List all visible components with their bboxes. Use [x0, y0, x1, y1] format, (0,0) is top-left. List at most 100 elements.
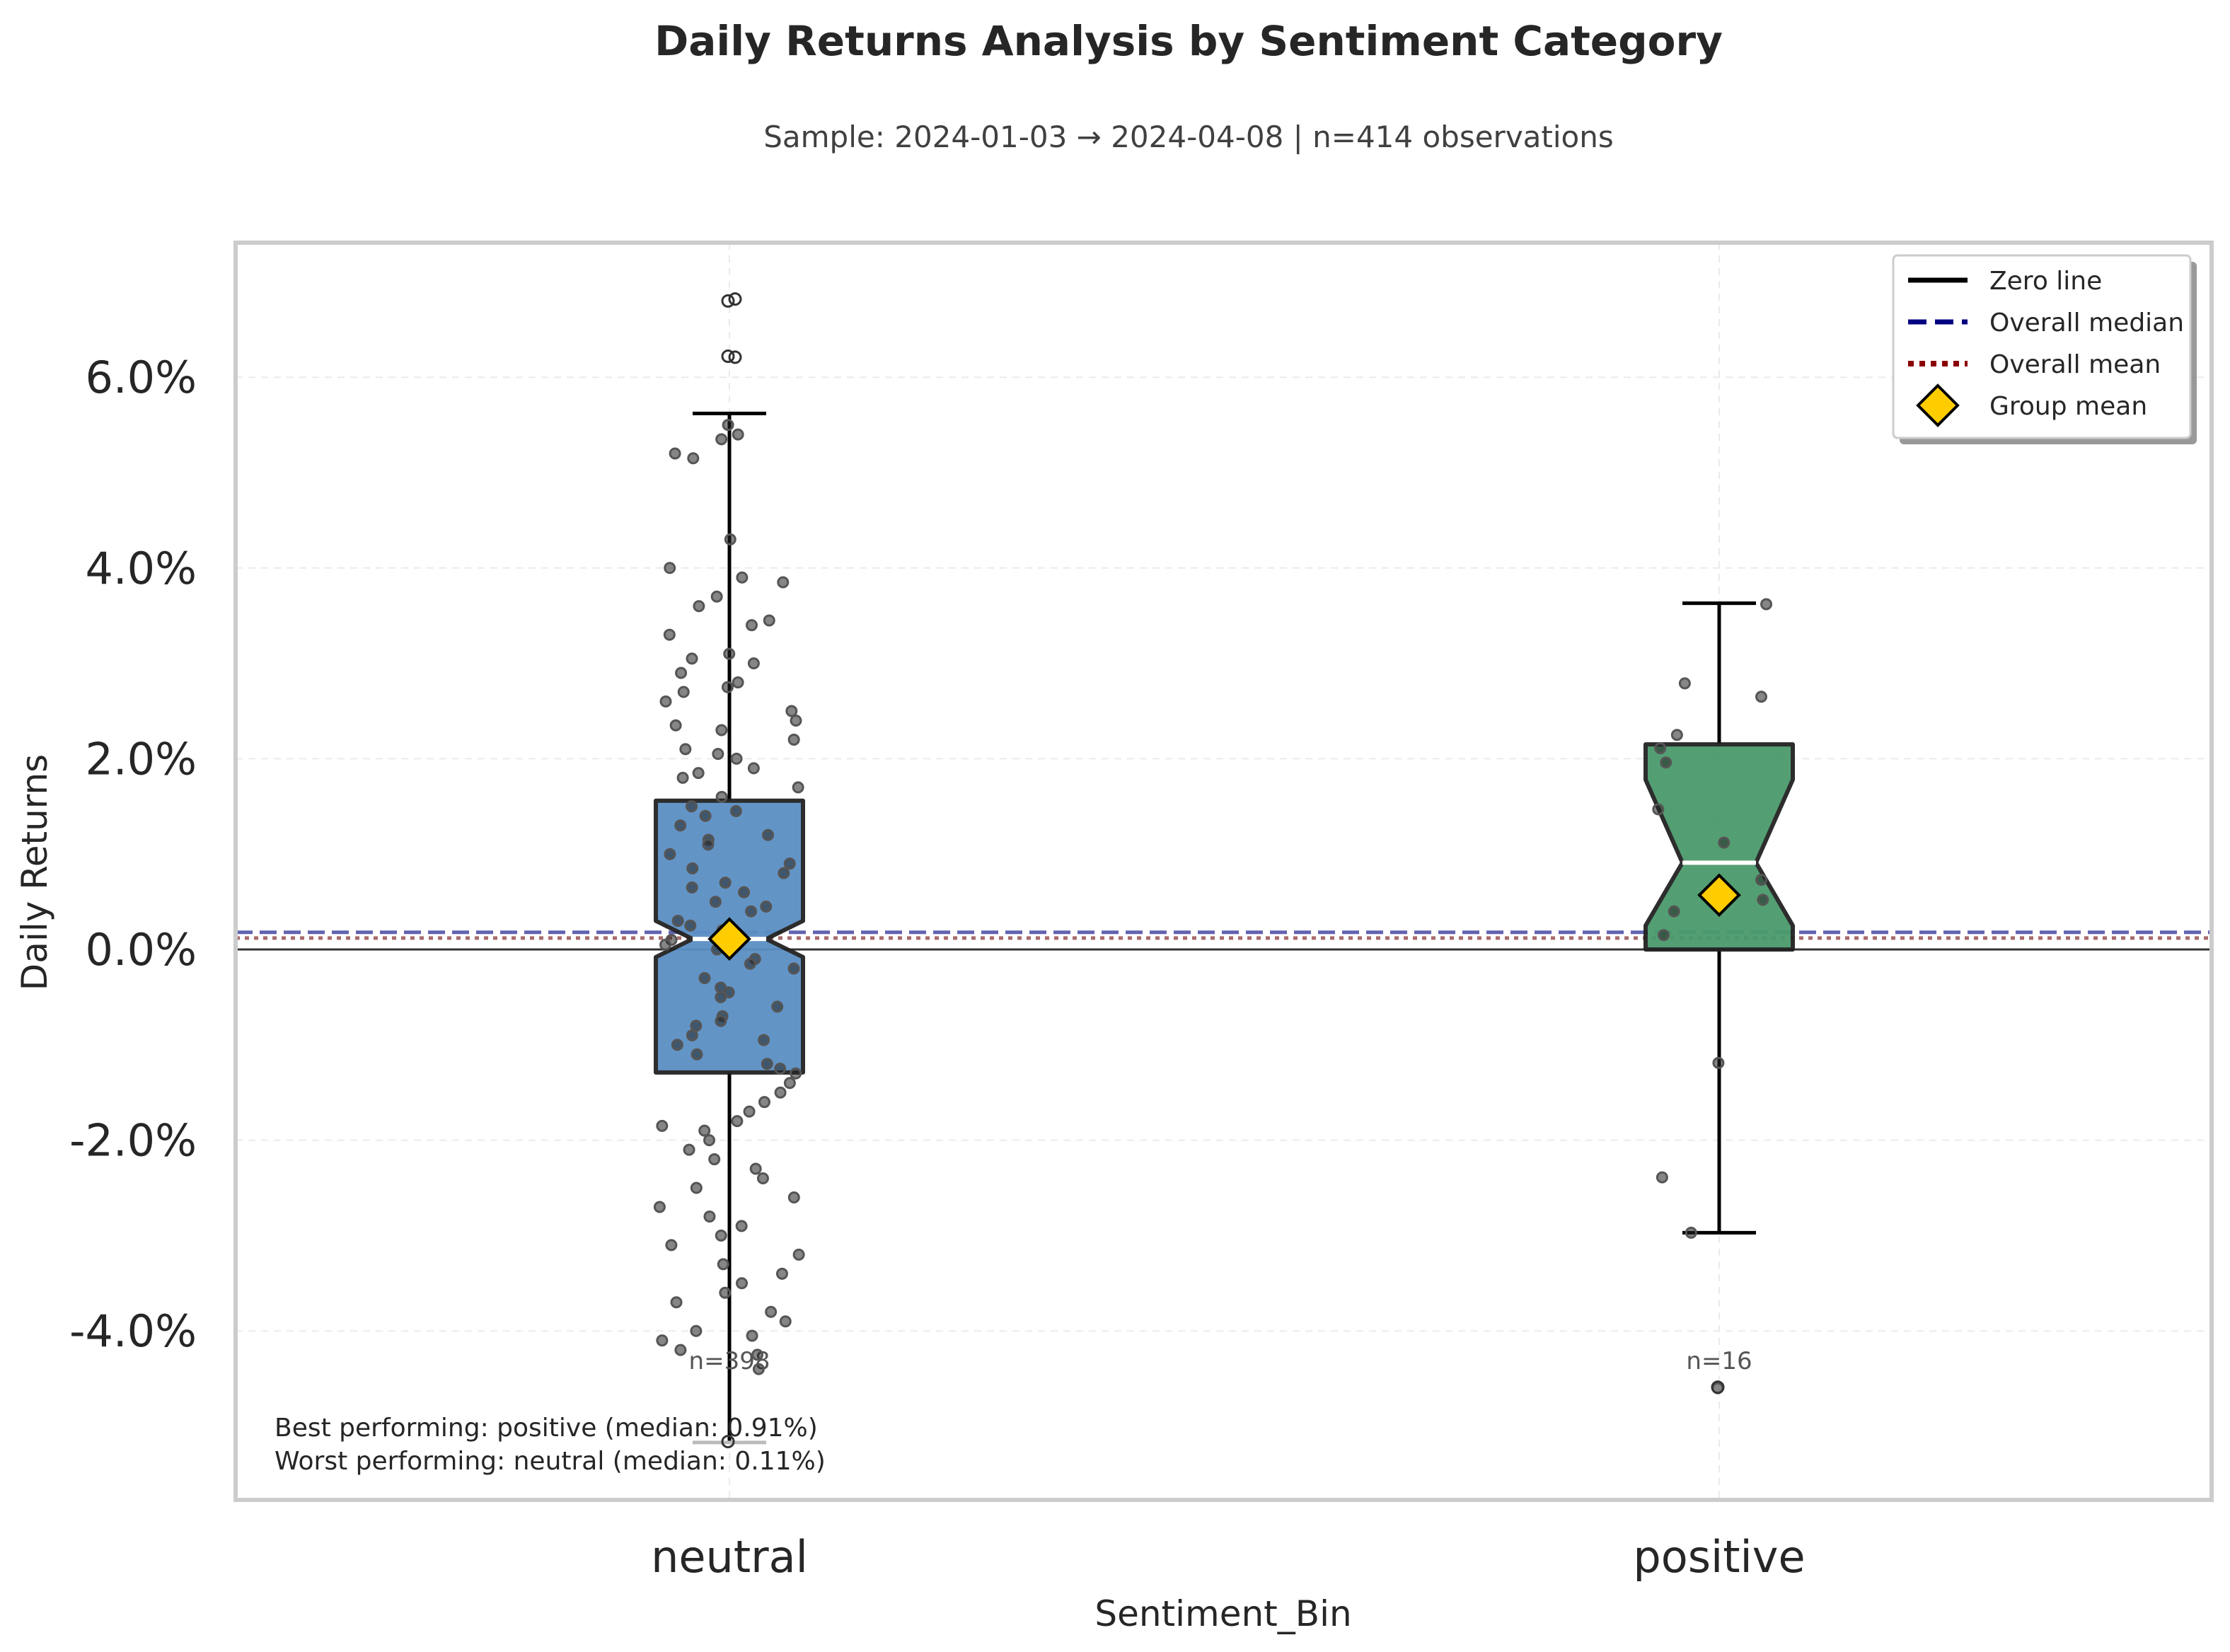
data-point: [690, 1019, 703, 1032]
data-point: [792, 1248, 805, 1261]
data-point: [1678, 677, 1691, 690]
data-point: [736, 571, 749, 584]
data-point: [715, 1015, 727, 1027]
data-point: [775, 1267, 788, 1280]
data-point: [738, 886, 751, 899]
chart-subtitle: Sample: 2024-01-03 → 2024-04-08 | n=414 …: [763, 120, 1614, 154]
data-point: [749, 1162, 762, 1175]
n-label-positive: n=16: [1686, 1347, 1752, 1375]
annotation-box: Best performing: positive (median: 0.91%…: [275, 1414, 826, 1476]
data-point: [731, 1115, 744, 1128]
data-point: [790, 714, 802, 727]
data-point: [760, 900, 773, 913]
data-point: [792, 781, 804, 794]
data-point: [1652, 803, 1665, 816]
annotation-best: Best performing: positive (median: 0.91%…: [275, 1414, 818, 1443]
data-point: [715, 433, 728, 446]
data-point: [677, 686, 690, 698]
data-point: [1685, 1226, 1697, 1239]
data-point: [674, 1344, 687, 1356]
y-tick-label: 6.0%: [85, 352, 197, 403]
outlier-point: [728, 292, 742, 306]
y-tick-label: -2.0%: [69, 1115, 197, 1167]
data-point: [745, 905, 758, 918]
data-point: [669, 447, 681, 460]
data-point: [787, 1191, 800, 1203]
data-point: [785, 705, 798, 717]
data-point: [715, 990, 727, 1003]
data-point: [671, 915, 684, 928]
data-point: [756, 1172, 769, 1185]
data-point: [686, 881, 698, 894]
data-point: [719, 1286, 732, 1299]
data-point: [765, 1305, 778, 1318]
data-point: [686, 862, 699, 874]
data-point: [715, 790, 728, 803]
box-positive: [1643, 742, 1795, 952]
plot-frame: [233, 241, 2214, 1502]
data-point: [687, 452, 700, 465]
data-point: [1660, 756, 1673, 769]
data-point: [1712, 1056, 1725, 1069]
x-tick-label: positive: [1633, 1531, 1805, 1583]
y-ticks: -4.0% -2.0% 0.0% 2.0% 4.0% 6.0%: [69, 352, 197, 1357]
outlier-point: [1711, 1380, 1725, 1394]
data-point: [787, 962, 800, 975]
data-point: [777, 576, 790, 589]
data-point: [735, 1220, 748, 1232]
data-point: [690, 1182, 703, 1194]
data-point: [664, 562, 676, 574]
data-point: [703, 1134, 715, 1147]
data-point: [747, 762, 760, 775]
data-point: [751, 1348, 764, 1361]
legend-group-mean-label: Group mean: [1989, 392, 2147, 421]
data-point: [1668, 905, 1680, 918]
points: [653, 292, 1773, 1449]
data-point: [679, 743, 692, 756]
data-point: [659, 938, 672, 951]
data-point: [747, 657, 760, 670]
outlier-point: [728, 350, 742, 364]
x-ticks: neutral positive: [651, 1531, 1805, 1583]
data-point: [1755, 874, 1768, 886]
data-point: [1718, 836, 1731, 849]
data-point: [684, 919, 697, 932]
data-point: [656, 1334, 669, 1347]
outlier-point: [721, 1435, 735, 1449]
outlier-point: [721, 294, 735, 308]
data-point: [723, 647, 736, 660]
data-point: [690, 1324, 703, 1337]
data-point: [698, 971, 711, 984]
data-point: [703, 1210, 716, 1223]
data-point: [699, 809, 712, 822]
legend-overall-mean-label: Overall mean: [1989, 350, 2161, 379]
data-point: [735, 1277, 748, 1290]
chart-title: Daily Returns Analysis by Sentiment Cate…: [654, 17, 1723, 65]
data-point: [698, 1124, 711, 1137]
data-point: [745, 619, 758, 632]
data-point: [1760, 598, 1773, 611]
data-point: [656, 1119, 669, 1132]
data-point: [715, 724, 728, 737]
data-point: [676, 771, 689, 784]
data-point: [686, 1029, 698, 1041]
y-tick-label: -4.0%: [69, 1305, 197, 1357]
legend: Zero line Overall median Overall mean Gr…: [1892, 254, 2197, 444]
data-point: [710, 590, 723, 603]
data-point: [783, 857, 796, 870]
data-point: [674, 819, 687, 832]
y-axis-label: Daily Returns: [14, 754, 55, 990]
data-point: [729, 805, 742, 818]
data-point: [686, 652, 698, 665]
data-point: [675, 666, 688, 679]
data-point: [659, 695, 672, 708]
legend-box: [1892, 254, 2192, 439]
data-point: [724, 533, 736, 545]
data-point: [762, 828, 775, 841]
data-point: [779, 1315, 792, 1328]
data-point: [787, 733, 800, 746]
data-point: [1658, 929, 1670, 942]
y-tick-label: 0.0%: [85, 924, 197, 976]
data-point: [708, 1153, 721, 1166]
data-point: [763, 614, 775, 627]
